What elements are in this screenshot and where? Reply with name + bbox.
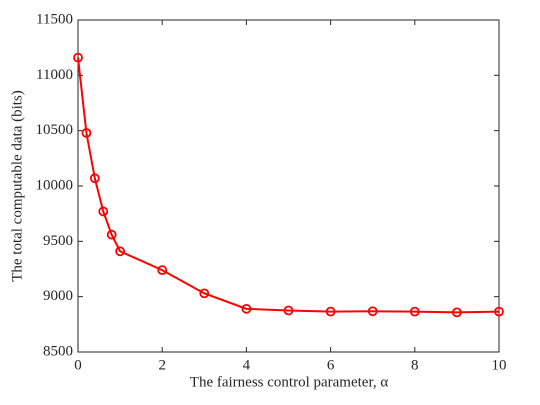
x-tick-label: 10: [492, 357, 507, 373]
data-point: [73, 52, 83, 63]
x-tick-label: 2: [158, 357, 166, 373]
data-point: [283, 305, 294, 316]
data-point: [89, 173, 100, 184]
data-point: [98, 206, 109, 217]
y-tick-label: 9000: [43, 288, 73, 304]
data-point: [106, 229, 117, 240]
data-point: [325, 306, 336, 317]
y-axis-label: The total computable data (bits): [9, 90, 25, 282]
y-tick-label: 10500: [36, 122, 74, 138]
data-point: [199, 288, 210, 299]
y-tick-label: 10000: [36, 177, 74, 193]
x-axis-label: The fairness control parameter, α: [190, 374, 389, 390]
x-tick-label: 0: [74, 357, 82, 373]
data-point: [81, 127, 92, 138]
data-point: [115, 246, 125, 257]
data-point: [451, 307, 462, 318]
data-point: [157, 265, 168, 276]
data-point: [241, 303, 252, 314]
data-point: [409, 306, 420, 317]
x-tick-label: 8: [411, 357, 419, 373]
x-tick-label: 6: [327, 357, 335, 373]
y-tick-label: 11000: [36, 67, 73, 83]
y-tick-label: 8500: [43, 343, 73, 359]
plot-frame: [77, 19, 500, 353]
data-point: [494, 306, 504, 317]
data-line: [77, 57, 500, 314]
y-tick-label: 9500: [43, 233, 73, 249]
y-tick-label: 11500: [36, 11, 73, 27]
x-tick-label: 4: [243, 357, 251, 373]
data-point: [367, 306, 378, 317]
